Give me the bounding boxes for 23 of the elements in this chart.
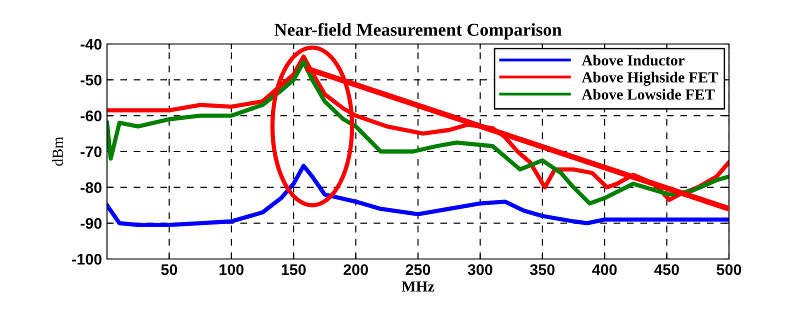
legend-label: Above Lowside FET (582, 88, 715, 100)
x-tick-label: 300 (468, 264, 492, 276)
y-tick-label: -80 (80, 182, 102, 194)
x-tick-label: 400 (592, 264, 617, 276)
x-axis-title: MHz (402, 281, 434, 292)
legend-label: Above Inductor (582, 54, 684, 66)
x-tick-label: 350 (530, 264, 555, 276)
chart-title: Near-field Measurement Comparison (274, 22, 562, 40)
y-tick-label: -60 (80, 110, 102, 122)
y-tick-label: -50 (80, 74, 102, 86)
y-tick-label: -70 (80, 146, 102, 158)
x-tick-label: 500 (716, 264, 742, 276)
legend-label: Above Highside FET (582, 72, 718, 86)
y-tick-label: -90 (80, 218, 102, 229)
x-tick-label: 450 (654, 264, 679, 276)
y-tick-label: -40 (80, 38, 102, 50)
y-tick-label: -100 (72, 254, 102, 265)
x-tick-label: 150 (282, 264, 306, 276)
y-axis-title: dBm (52, 136, 63, 166)
x-tick-label: 200 (344, 264, 368, 276)
x-tick-label: 100 (220, 264, 244, 276)
x-tick-label: 250 (406, 264, 430, 276)
x-tick-label: 50 (161, 264, 178, 276)
